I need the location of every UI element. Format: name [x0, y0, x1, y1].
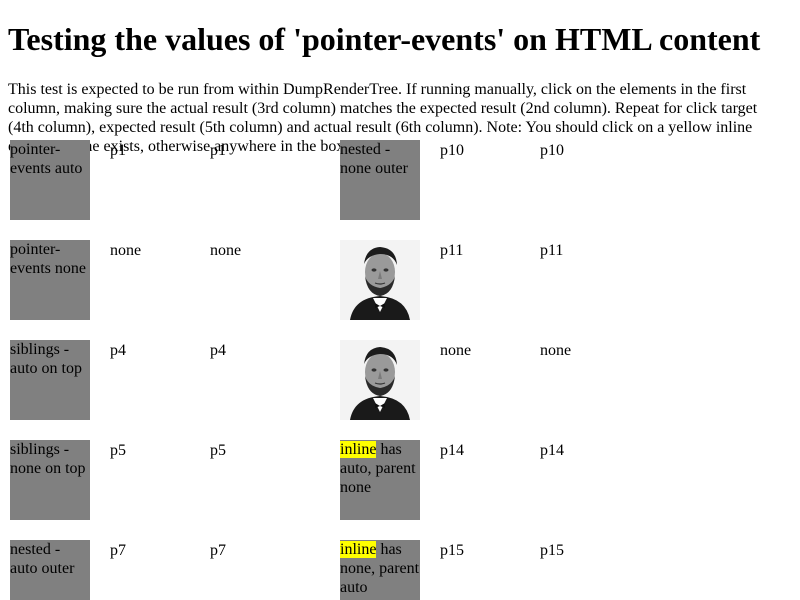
expected-result: p10: [440, 142, 464, 159]
click-target-nested-auto-outer[interactable]: nested - auto outer: [10, 540, 90, 600]
click-target-inline-none-parent-auto[interactable]: inline has none, parent auto: [340, 540, 420, 600]
inline-target-description: has auto, parent none: [340, 441, 416, 496]
expected-result: p15: [440, 542, 464, 559]
expected-result: p5: [110, 442, 126, 459]
expected-result: p1: [110, 142, 126, 159]
click-target-inline-auto-parent-none[interactable]: inline has auto, parent none: [340, 440, 420, 520]
actual-result: p11: [540, 242, 564, 259]
page-title: Testing the values of 'pointer-events' o…: [8, 21, 761, 57]
expected-result: p14: [440, 442, 464, 459]
inline-target[interactable]: inline: [340, 541, 377, 558]
portrait-image-svg: [340, 240, 420, 320]
actual-result: p15: [540, 542, 564, 559]
portrait-image[interactable]: [340, 240, 420, 320]
actual-result: p5: [210, 442, 226, 459]
actual-result: p7: [210, 542, 226, 559]
expected-result: p7: [110, 542, 126, 559]
click-target-siblings-auto-on-top[interactable]: siblings - auto on top: [10, 340, 90, 420]
expected-result: p11: [440, 242, 464, 259]
inline-target[interactable]: inline: [340, 441, 377, 458]
portrait-image[interactable]: [340, 340, 420, 420]
actual-result: p4: [210, 342, 226, 359]
test-description: This test is expected to be run from wit…: [8, 81, 758, 155]
click-target-pointer-events-none[interactable]: pointer-events none: [10, 240, 90, 320]
actual-result: p14: [540, 442, 564, 459]
click-target-pointer-events-auto[interactable]: pointer-events auto: [10, 140, 90, 220]
actual-result: none: [210, 242, 242, 259]
click-target-siblings-none-on-top[interactable]: siblings - none on top: [10, 440, 90, 520]
actual-result: none: [540, 342, 572, 359]
expected-result: none: [110, 242, 142, 259]
click-target-nested-none-outer[interactable]: nested - none outer: [340, 140, 420, 220]
expected-result: none: [440, 342, 472, 359]
actual-result: p1: [210, 142, 226, 159]
expected-result: p4: [110, 342, 126, 359]
inline-target-description: has none, parent auto: [340, 541, 420, 596]
actual-result: p10: [540, 142, 564, 159]
portrait-image-svg: [340, 340, 420, 420]
